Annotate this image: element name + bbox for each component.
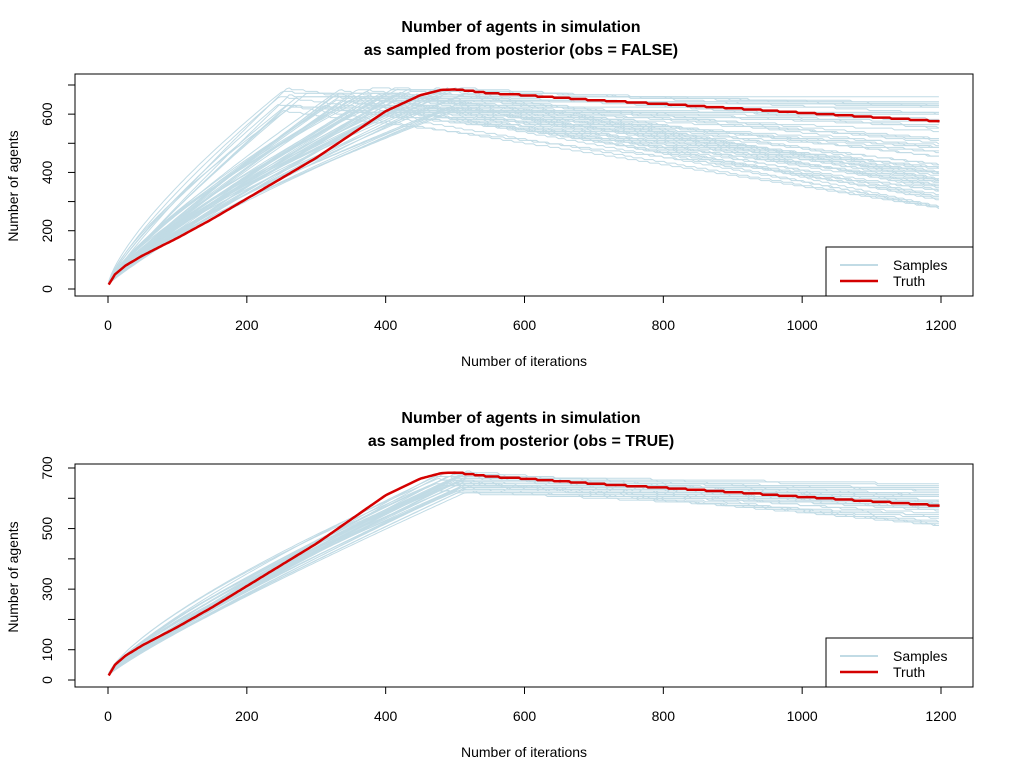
y-tick-label: 0 bbox=[39, 676, 55, 684]
x-tick-label: 600 bbox=[513, 317, 537, 333]
y-tick-label: 0 bbox=[39, 285, 55, 293]
chart-title: Number of agents in simulation bbox=[401, 410, 640, 427]
x-tick-label: 400 bbox=[374, 317, 398, 333]
y-tick-label: 700 bbox=[39, 456, 55, 480]
truth-line bbox=[107, 471, 940, 677]
truth-line bbox=[107, 88, 940, 286]
y-axis-label: Number of agents bbox=[5, 521, 21, 632]
sample-line bbox=[108, 483, 939, 675]
sample-line bbox=[108, 107, 940, 284]
x-tick-label: 800 bbox=[652, 317, 676, 333]
truth-series bbox=[107, 471, 940, 677]
legend-truth-label: Truth bbox=[893, 664, 925, 680]
chart-subtitle: as sampled from posterior (obs = TRUE) bbox=[368, 433, 674, 450]
sample-line bbox=[108, 106, 939, 284]
y-axis: 0 100 300 500 700 bbox=[39, 456, 76, 684]
chart-title: Number of agents in simulation bbox=[401, 19, 640, 36]
x-tick-label: 1200 bbox=[925, 317, 956, 333]
x-tick-label: 1000 bbox=[787, 317, 818, 333]
x-tick-label: 1000 bbox=[787, 708, 818, 724]
y-tick-label: 100 bbox=[39, 638, 55, 662]
legend-samples-label: Samples bbox=[893, 648, 947, 664]
sample-line bbox=[108, 99, 939, 284]
legend-box bbox=[825, 246, 974, 297]
y-tick-label: 500 bbox=[39, 517, 55, 541]
y-tick-label: 400 bbox=[39, 161, 55, 185]
truth-series bbox=[107, 88, 940, 286]
sample-line bbox=[108, 103, 940, 283]
sample-line bbox=[108, 490, 940, 676]
sample-line bbox=[108, 87, 939, 284]
panel-top: Number of agents in simulation as sample… bbox=[5, 19, 974, 369]
x-axis-label: Number of iterations bbox=[461, 353, 587, 369]
sample-line bbox=[108, 90, 939, 283]
legend-truth-label: Truth bbox=[893, 273, 925, 289]
sample-line bbox=[108, 99, 939, 284]
sample-line bbox=[108, 93, 939, 284]
sample-line bbox=[108, 96, 940, 284]
x-tick-label: 800 bbox=[652, 708, 676, 724]
sample-line bbox=[108, 110, 939, 285]
x-tick-label: 1200 bbox=[925, 708, 956, 724]
sample-line bbox=[108, 92, 939, 284]
x-tick-label: 200 bbox=[235, 317, 259, 333]
x-tick-label: 0 bbox=[104, 317, 112, 333]
y-tick-label: 200 bbox=[39, 219, 55, 243]
x-axis: 0 200 400 600 800 1000 1200 bbox=[104, 295, 957, 333]
legend: Samples Truth bbox=[825, 637, 974, 688]
sample-line bbox=[108, 90, 940, 285]
sample-line bbox=[108, 94, 940, 284]
sample-line bbox=[108, 96, 940, 284]
x-axis-label: Number of iterations bbox=[461, 744, 587, 760]
x-tick-label: 600 bbox=[513, 708, 537, 724]
y-tick-label: 300 bbox=[39, 577, 55, 601]
legend-box bbox=[825, 637, 974, 688]
y-axis: 0 200 400 600 bbox=[39, 84, 76, 293]
legend-samples-label: Samples bbox=[893, 257, 947, 273]
legend: Samples Truth bbox=[825, 246, 974, 297]
chart-subtitle: as sampled from posterior (obs = FALSE) bbox=[364, 42, 678, 59]
y-tick-label: 600 bbox=[39, 102, 55, 126]
x-tick-label: 200 bbox=[235, 708, 259, 724]
panel-bottom: Number of agents in simulation as sample… bbox=[5, 410, 974, 760]
x-axis: 0 200 400 600 800 1000 1200 bbox=[104, 686, 957, 724]
x-tick-label: 400 bbox=[374, 708, 398, 724]
y-axis-label: Number of agents bbox=[5, 130, 21, 241]
x-tick-label: 0 bbox=[104, 708, 112, 724]
